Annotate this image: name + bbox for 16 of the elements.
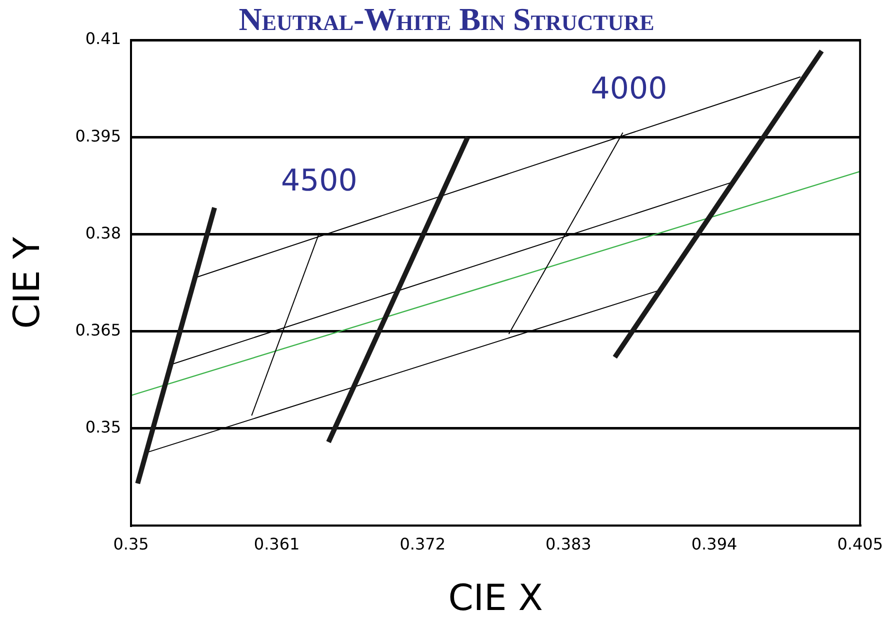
- annotation: 4000: [590, 71, 668, 106]
- y-tick-label: 0.395: [75, 126, 122, 146]
- x-tick-label: 0.405: [837, 534, 884, 554]
- y-tick-label: 0.35: [85, 418, 122, 437]
- chart-title: Neutral-White Bin Structure: [238, 1, 654, 37]
- x-tick-label: 0.361: [254, 534, 300, 554]
- x-tick-label: 0.394: [691, 534, 738, 554]
- x-tick-label: 0.383: [546, 534, 592, 554]
- y-tick-label: 0.38: [85, 223, 122, 242]
- y-axis-title: CIE Y: [6, 236, 48, 329]
- y-tick-label: 0.41: [85, 29, 122, 48]
- x-tick-label: 0.372: [400, 534, 446, 554]
- annotation: 4500: [280, 164, 358, 199]
- x-axis-title: CIE X: [448, 578, 543, 619]
- x-tick-label: 0.35: [113, 534, 149, 554]
- y-tick-label: 0.365: [75, 320, 122, 340]
